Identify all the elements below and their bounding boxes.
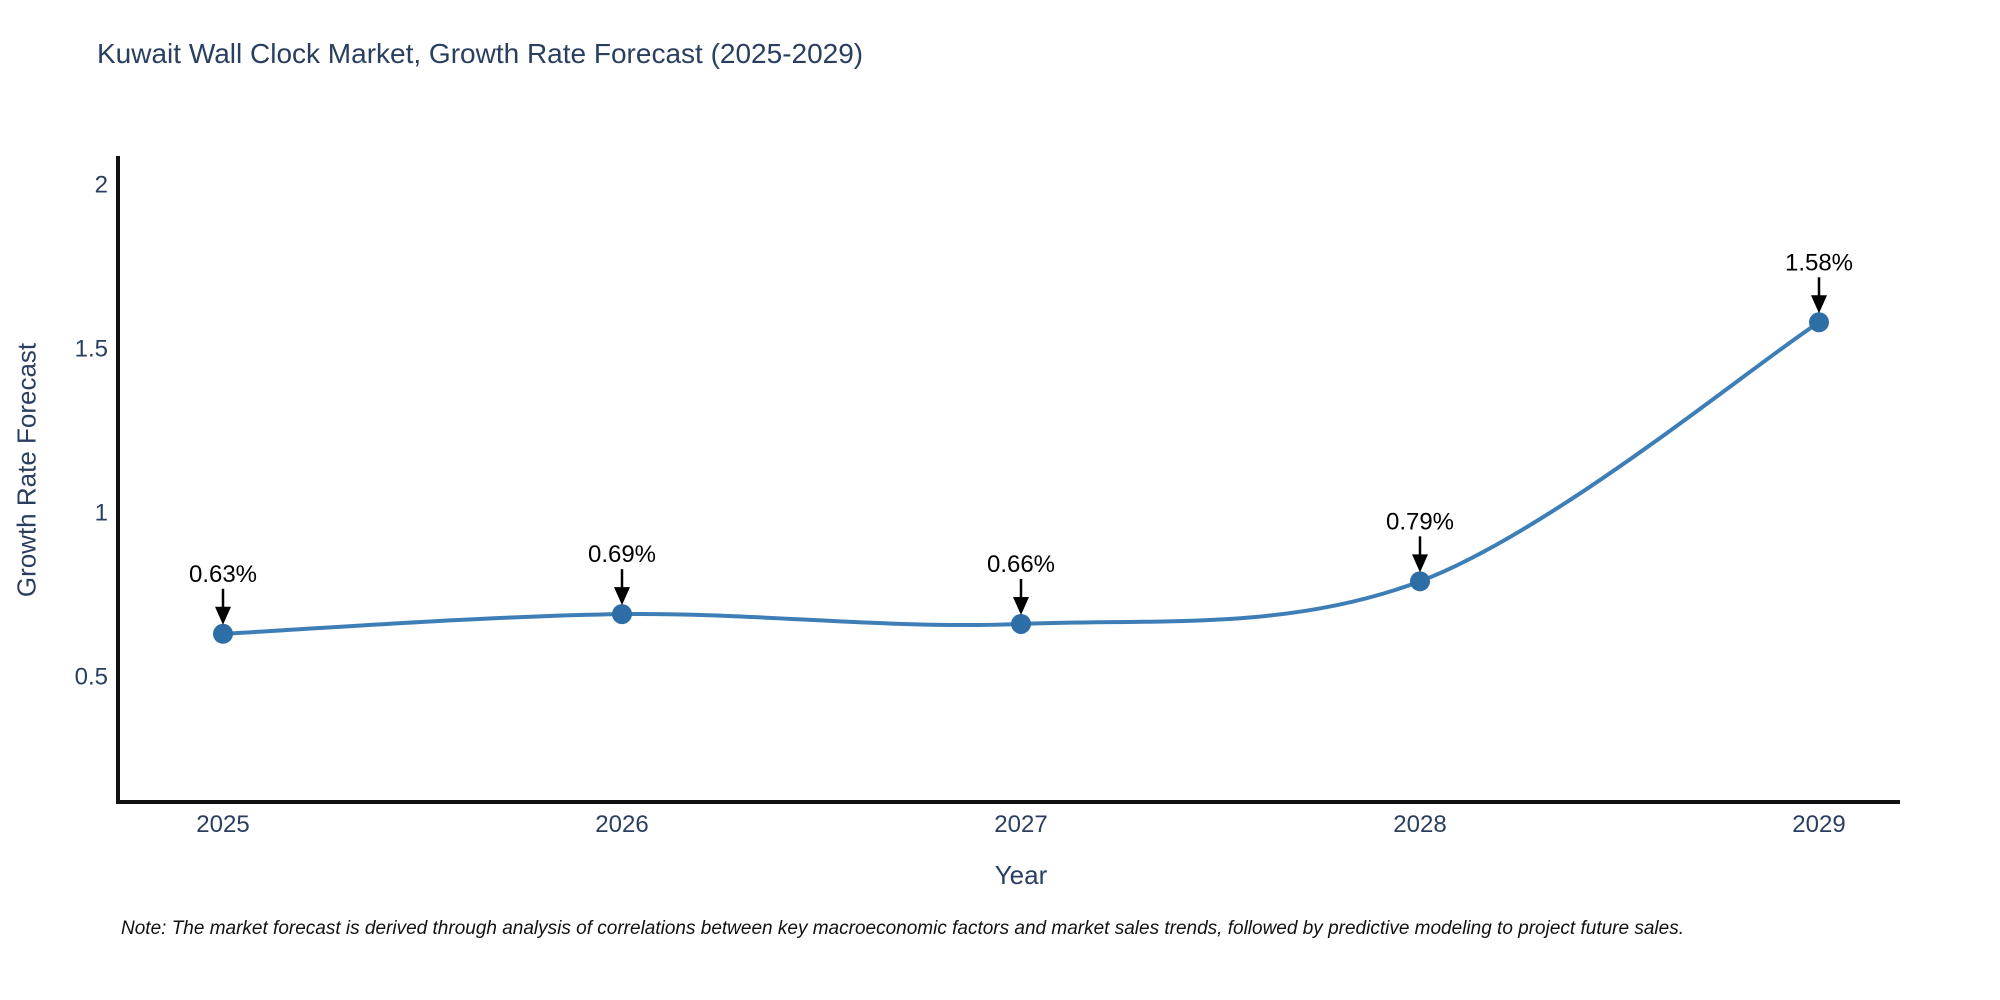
annotation-arrowhead-icon — [614, 587, 630, 606]
data-point-marker — [213, 623, 233, 644]
data-point-marker — [1809, 312, 1829, 333]
x-tick-label: 2029 — [1792, 811, 1845, 838]
x-tick-label: 2028 — [1393, 811, 1446, 838]
y-tick-label: 0.5 — [75, 663, 108, 690]
x-tick-label: 2025 — [196, 811, 249, 838]
chart-title: Kuwait Wall Clock Market, Growth Rate Fo… — [97, 38, 864, 69]
data-point-label: 0.66% — [987, 551, 1055, 578]
data-point-label: 1.58% — [1785, 249, 1853, 276]
data-point-label: 0.79% — [1386, 508, 1454, 535]
x-axis-title: Year — [994, 860, 1048, 890]
y-tick-label: 1 — [95, 499, 108, 526]
footnote: Note: The market forecast is derived thr… — [121, 918, 1684, 939]
annotation-arrowhead-icon — [1412, 554, 1428, 573]
data-point-label: 0.69% — [588, 541, 656, 568]
annotation-arrowhead-icon — [215, 606, 231, 625]
y-tick-label: 2 — [95, 172, 108, 199]
data-point-label: 0.63% — [189, 561, 257, 588]
y-tick-label: 1.5 — [75, 336, 108, 363]
annotation-arrowhead-icon — [1811, 295, 1827, 314]
data-point-marker — [1410, 571, 1430, 592]
data-point-marker — [612, 604, 632, 625]
x-tick-label: 2026 — [595, 811, 648, 838]
x-tick-label: 2027 — [994, 811, 1047, 838]
annotation-arrowhead-icon — [1013, 596, 1029, 615]
data-point-marker — [1011, 613, 1031, 634]
